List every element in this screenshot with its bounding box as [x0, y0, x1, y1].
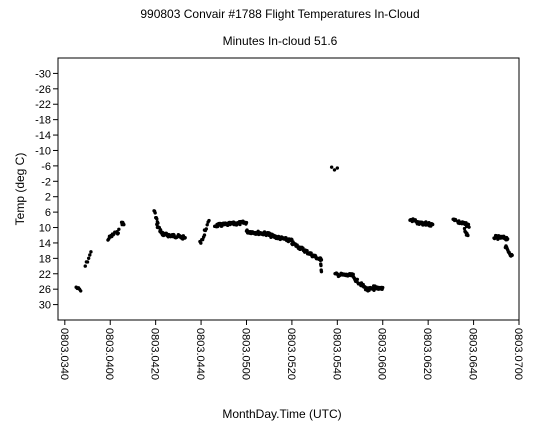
- data-point: [466, 222, 471, 227]
- data-point: [319, 269, 324, 274]
- data-point: [510, 253, 514, 257]
- data-points: [74, 165, 514, 293]
- data-point: [155, 217, 159, 221]
- data-point: [332, 168, 337, 172]
- chart-title: 990803 Convair #1788 Flight Temperatures…: [140, 7, 419, 21]
- x-tick-label: 0803.0400: [103, 328, 115, 380]
- data-point: [153, 211, 157, 215]
- data-point: [431, 222, 435, 227]
- data-point: [318, 256, 322, 260]
- y-tick-label: -2: [41, 176, 51, 188]
- y-tick-label: -26: [35, 84, 51, 96]
- y-tick-label: -6: [41, 161, 51, 173]
- x-tick-label: 0803.0340: [58, 328, 70, 380]
- y-tick-label: -18: [35, 115, 51, 127]
- data-point: [453, 217, 458, 222]
- y-tick-label: 22: [39, 269, 51, 281]
- data-point: [205, 223, 209, 227]
- x-axis: 0803.0340 0803.0400 0803.0420 0803.0440 0803…: [58, 320, 524, 380]
- data-point: [79, 289, 83, 293]
- data-point: [462, 226, 467, 231]
- x-tick-label: 0803.0420: [149, 328, 161, 380]
- y-tick-label: 30: [39, 300, 51, 312]
- data-point: [183, 236, 187, 240]
- x-axis-label: MonthDay.Time (UTC): [222, 407, 341, 421]
- y-tick-label: 18: [39, 253, 51, 265]
- x-tick-label: 0803.0520: [285, 328, 297, 380]
- x-tick-label: 0803.0700: [512, 328, 524, 380]
- data-point: [86, 256, 91, 260]
- data-point: [158, 228, 163, 232]
- data-point: [505, 237, 510, 241]
- data-point: [83, 264, 87, 268]
- data-point: [238, 222, 242, 227]
- plot-area: [57, 57, 520, 321]
- data-point: [381, 285, 385, 290]
- data-point: [329, 165, 334, 169]
- y-axis-label: Temp (deg C): [13, 153, 27, 226]
- y-tick-label: 6: [45, 207, 51, 219]
- data-point: [116, 231, 120, 235]
- data-point: [244, 220, 249, 225]
- data-point: [335, 166, 340, 170]
- y-tick-label: -30: [35, 68, 51, 80]
- data-point: [117, 227, 121, 231]
- y-tick-label: 26: [39, 284, 51, 296]
- y-tick-label: -22: [35, 99, 51, 111]
- data-point: [88, 253, 92, 257]
- data-point: [319, 263, 323, 268]
- y-tick-label: 14: [39, 238, 51, 250]
- data-point: [199, 241, 203, 245]
- y-tick-label: -14: [35, 130, 51, 142]
- data-point: [466, 233, 470, 238]
- data-point: [467, 225, 471, 229]
- data-point: [85, 260, 90, 264]
- x-tick-label: 0803.0540: [330, 328, 342, 380]
- x-tick-label: 0803.0620: [421, 328, 433, 380]
- x-tick-label: 0803.0600: [376, 328, 388, 380]
- data-point: [202, 233, 207, 237]
- chart-subtitle: Minutes In-cloud 51.6: [223, 34, 338, 48]
- y-tick-label: 10: [39, 223, 51, 235]
- data-point: [89, 250, 93, 254]
- data-point: [318, 258, 323, 263]
- y-tick-label: -10: [35, 145, 51, 157]
- x-tick-label: 0803.0640: [467, 328, 479, 380]
- x-tick-label: 0803.0440: [194, 328, 206, 380]
- data-point: [355, 277, 360, 282]
- data-point: [207, 218, 211, 223]
- data-point: [204, 227, 208, 231]
- x-tick-label: 0803.0500: [239, 328, 251, 380]
- data-point: [122, 222, 126, 227]
- y-tick-label: 2: [45, 192, 51, 204]
